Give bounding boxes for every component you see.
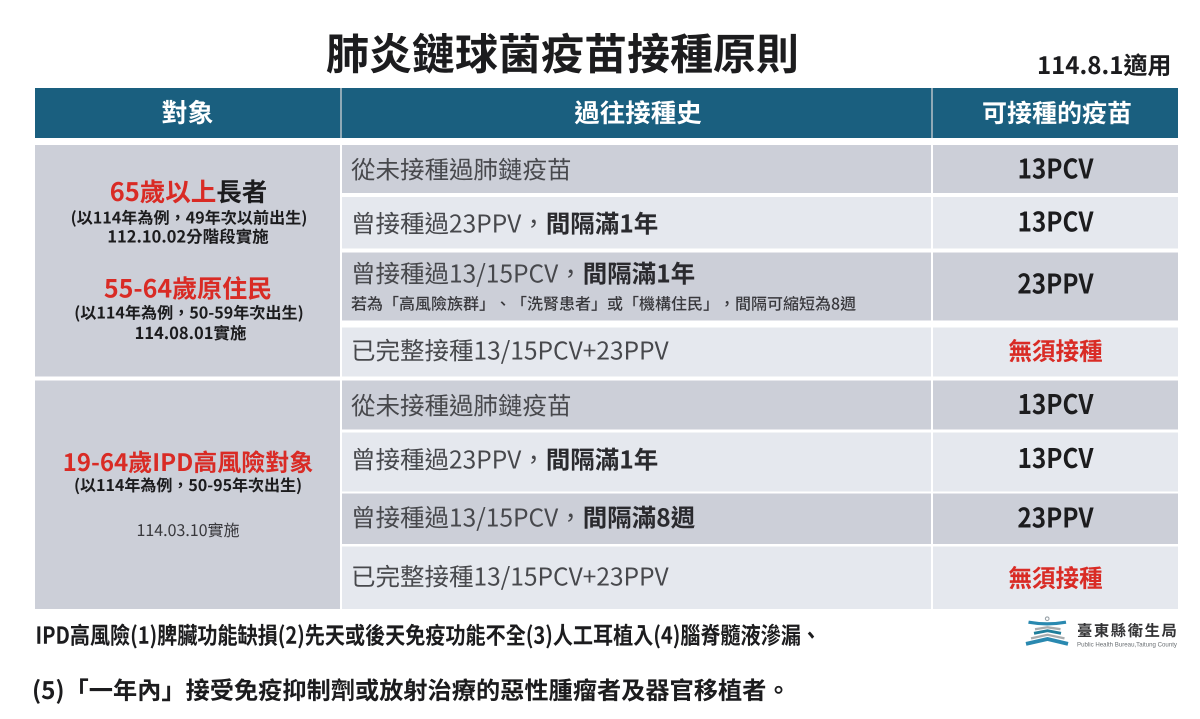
svg-text:Public Health Bureau,Taitung C: Public Health Bureau,Taitung County xyxy=(1077,642,1178,649)
